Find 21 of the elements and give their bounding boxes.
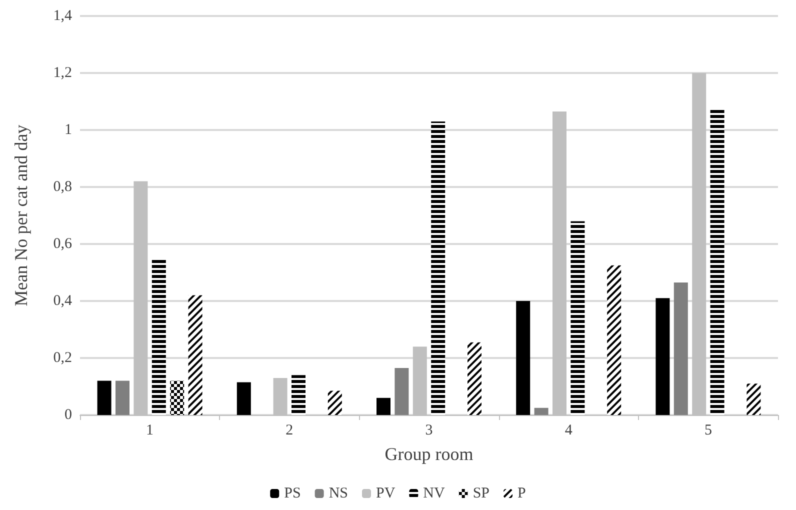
y-tick-label: 1,2 [53, 65, 72, 81]
legend-label: SP [472, 486, 490, 502]
x-tick-label: 5 [704, 422, 712, 438]
legend-label: P [518, 486, 526, 502]
y-tick-label: 1 [64, 122, 72, 138]
y-tick-label: 0,6 [53, 236, 72, 252]
x-tick-label: 3 [425, 422, 433, 438]
legend-label: NS [328, 486, 348, 502]
y-tick-label: 0,8 [53, 179, 72, 195]
y-tick-label: 1,4 [53, 8, 72, 24]
x-tick-label: 2 [286, 422, 294, 438]
x-tick-label: 1 [146, 422, 154, 438]
legend-label: PS [284, 486, 301, 502]
legend-label: PV [376, 486, 396, 502]
legend-label: NV [423, 486, 446, 502]
y-tick-label: 0 [64, 407, 72, 423]
y-tick-label: 0,4 [53, 293, 72, 309]
y-tick-label: 0,2 [53, 350, 72, 366]
x-tick-label: 4 [564, 422, 573, 438]
x-axis-title: Group room [384, 444, 474, 464]
y-axis-title: Mean No per cat and day [11, 124, 31, 306]
